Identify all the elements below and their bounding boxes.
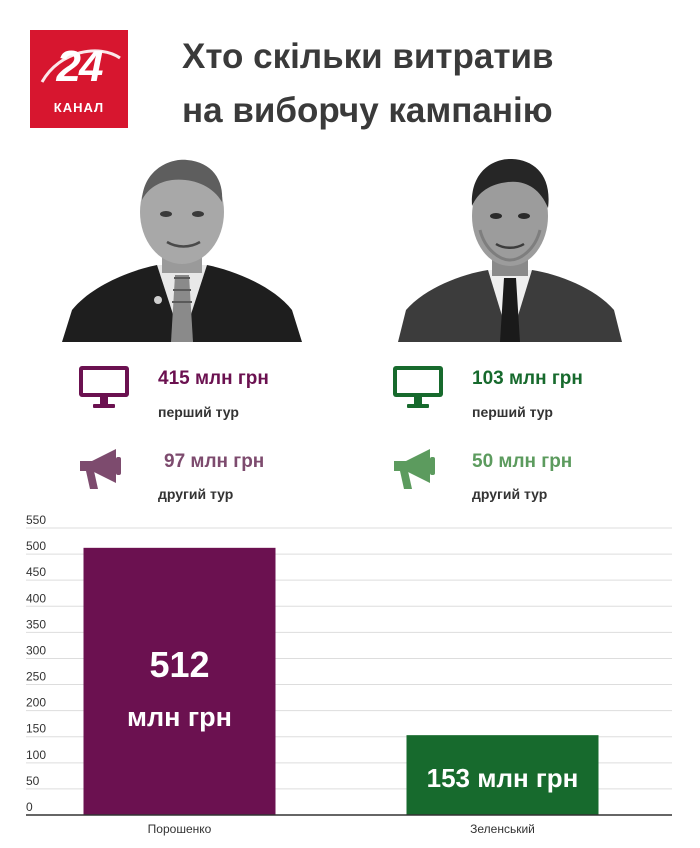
logo-number: 24 xyxy=(56,42,104,91)
page-title: Хто скільки витратив на виборчу кампанію xyxy=(182,30,682,138)
bar-value-label: 153 млн грн xyxy=(427,763,579,793)
x-category-label: Порошенко xyxy=(148,822,212,836)
y-tick-label: 300 xyxy=(26,643,46,657)
zelensky-second-round-label: другий тур xyxy=(472,486,548,502)
y-tick-label: 350 xyxy=(26,617,46,631)
title-line-1: Хто скільки витратив xyxy=(182,37,554,76)
logo-word: КАНАЛ xyxy=(53,100,105,115)
spending-bar-chart: 0 50 100 150 200 250 300 350 400 450 500 550 512 млн … xyxy=(0,515,700,848)
y-tick-label: 50 xyxy=(26,774,40,788)
poroshenko-first-round-label: перший тур xyxy=(158,404,239,420)
x-category-label: Зеленський xyxy=(470,822,535,836)
megaphone-icon xyxy=(80,449,121,489)
y-tick-label: 100 xyxy=(26,748,46,762)
y-tick-label: 400 xyxy=(26,591,46,605)
bar-1 xyxy=(83,547,276,815)
zelensky-first-round-value: 103 млн грн xyxy=(472,368,583,389)
y-tick-label: 200 xyxy=(26,696,46,710)
poroshenko-second-round-value: 97 млн грн xyxy=(164,451,265,472)
y-tick-label: 500 xyxy=(26,539,46,553)
bar-2 xyxy=(406,735,599,815)
monitor-icon xyxy=(393,366,443,408)
portrait-poroshenko xyxy=(62,150,302,342)
channel-logo: 24 КАНАЛ xyxy=(30,30,128,128)
y-tick-label: 150 xyxy=(26,722,46,736)
title-line-2: на виборчу кампанію xyxy=(182,91,553,130)
zelensky-first-round-label: перший тур xyxy=(472,404,553,420)
chart-canvas: 0 50 100 150 200 250 300 350 400 450 500 550 512 млн … xyxy=(26,515,672,836)
logo-swoosh-icon xyxy=(40,49,121,83)
y-tick-label: 0 xyxy=(26,800,33,814)
y-tick-label: 450 xyxy=(26,565,46,579)
bar-value-label: 512 xyxy=(149,644,209,685)
zelensky-second-round-value: 50 млн грн xyxy=(472,451,573,472)
bar-unit-label: млн грн xyxy=(127,702,232,732)
megaphone-icon xyxy=(394,449,435,489)
y-tick-label: 250 xyxy=(26,670,46,684)
poroshenko-second-round-label: другий тур xyxy=(158,486,234,502)
monitor-icon xyxy=(79,366,129,408)
portrait-zelensky xyxy=(390,150,630,342)
y-tick-label: 550 xyxy=(26,515,46,527)
poroshenko-first-round-value: 415 млн грн xyxy=(158,368,269,389)
